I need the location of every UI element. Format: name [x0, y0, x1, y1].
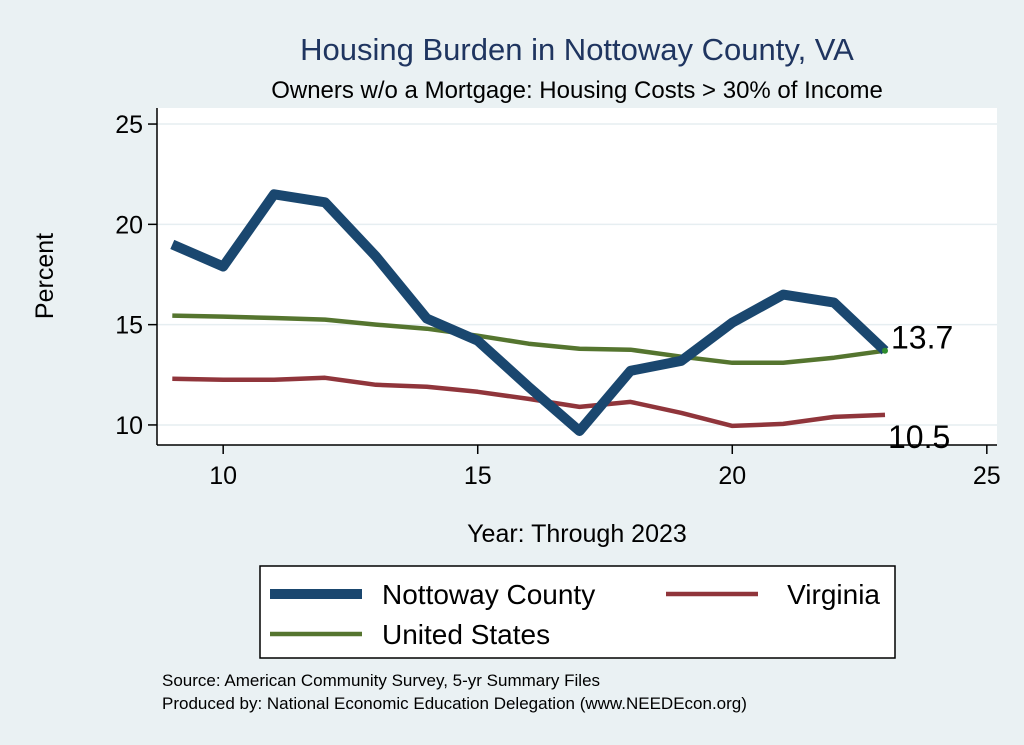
- source-note: Source: American Community Survey, 5-yr …: [162, 671, 600, 690]
- x-tick-label: 10: [209, 462, 237, 490]
- x-tick-label: 25: [973, 462, 1001, 490]
- plot-area: [157, 108, 997, 445]
- end-label-us: 13.7: [891, 320, 953, 356]
- y-tick-label: 15: [115, 312, 143, 340]
- y-axis-label: Percent: [31, 233, 59, 319]
- axes: [156, 108, 997, 446]
- chart-title: Housing Burden in Nottoway County, VA: [300, 32, 854, 67]
- x-axis-label: Year: Through 2023: [467, 520, 687, 548]
- end-labels: 13.7 10.5: [888, 320, 953, 455]
- legend-label-virginia: Virginia: [787, 579, 880, 610]
- series-line-virginia: [172, 375, 886, 429]
- series-line-nottoway-county: [170, 189, 889, 436]
- y-tick-label: 10: [115, 412, 143, 440]
- legend-label-nottoway-county: Nottoway County: [382, 579, 595, 610]
- produced-note: Produced by: National Economic Education…: [162, 694, 747, 713]
- legend: [259, 565, 896, 659]
- y-tick-label: 20: [115, 211, 143, 239]
- legend-items: Nottoway County Virginia United States: [270, 579, 880, 650]
- end-label-va: 10.5: [888, 419, 950, 455]
- y-tick-label: 25: [115, 111, 143, 139]
- chart-subtitle: Owners w/o a Mortgage: Housing Costs > 3…: [271, 77, 883, 104]
- y-ticks: 10 15 20 25: [115, 111, 157, 440]
- series-lines: [170, 189, 889, 436]
- series-line-united-states: [172, 313, 886, 366]
- x-tick-label: 20: [718, 462, 746, 490]
- legend-label-united-states: United States: [382, 619, 550, 650]
- x-ticks: 10 15 20 25: [209, 445, 1001, 490]
- end-marker: [882, 347, 888, 354]
- x-tick-label: 15: [464, 462, 492, 490]
